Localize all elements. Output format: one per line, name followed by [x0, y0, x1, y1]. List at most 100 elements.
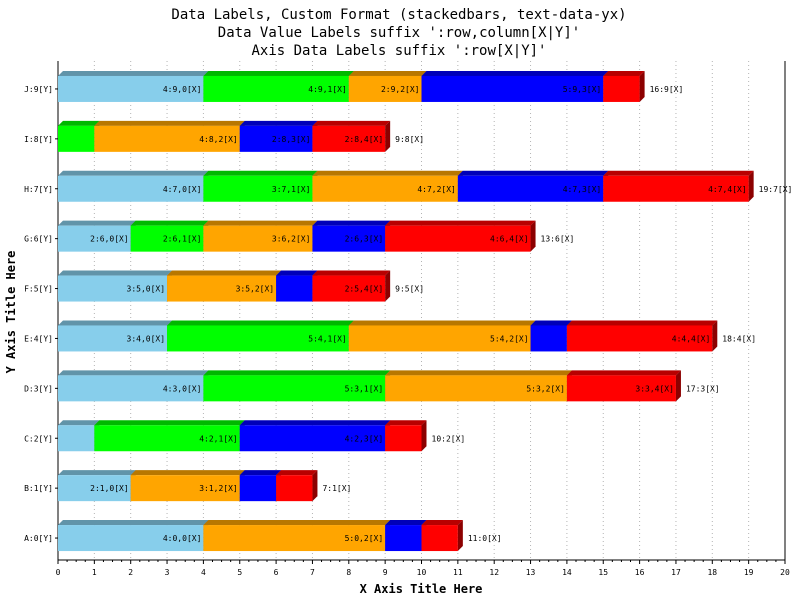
total-label: 11:0[X] [468, 534, 502, 543]
total-label: 19:7[X] [759, 185, 793, 194]
bar-segment [58, 425, 95, 452]
bar-segment-top [566, 320, 718, 326]
bar-segment [312, 275, 386, 302]
x-tick-label: 12 [489, 568, 499, 577]
x-tick-label: 6 [274, 568, 279, 577]
bar-segment [58, 475, 131, 502]
bar-segment [312, 175, 458, 202]
x-tick-label: 19 [744, 568, 754, 577]
bar-segment [130, 475, 240, 502]
bar-segment [385, 425, 422, 452]
data-value-label: 3:1,2[X] [199, 484, 238, 493]
bar-segment-top [312, 120, 391, 126]
y-tick-label: A:0[Y] [24, 534, 53, 543]
bar-segment [421, 525, 458, 552]
axes: 0 1 2 3 4 5 6 7 8 9 10 11 12 13 14 15 16 17 18 19 20A:0[Y]B:… [24, 61, 790, 577]
bar-segment-top [58, 270, 173, 276]
data-value-label: 5:9,3[X] [563, 85, 602, 94]
bar-segment [94, 125, 240, 152]
bar-segment [385, 525, 422, 552]
bar-segment [203, 225, 313, 252]
data-value-label: 5:3,1[X] [345, 384, 384, 393]
y-tick-label: F:5[Y] [24, 285, 53, 294]
data-value-label: 2:6,0[X] [90, 235, 129, 244]
x-tick-label: 16 [635, 568, 645, 577]
bar-segment-top [348, 70, 427, 76]
y-axis-title: Y Axis Title Here [4, 251, 18, 374]
bar-segment [58, 525, 204, 552]
bar-segment-top [203, 220, 318, 226]
bar-segment-top [421, 520, 463, 526]
bar-segment [603, 175, 749, 202]
bar-labels: 4:0,0[X] 5:0,2[X] 11:0[X] 2:1,0[X] 3:1,2[X] 7… [90, 85, 792, 543]
data-value-label: 5:4,2[X] [490, 334, 529, 343]
bar-segment-top [203, 70, 354, 76]
data-value-label: 4:7,2[X] [417, 185, 456, 194]
total-label: 17:3[X] [686, 384, 720, 393]
bar-segment [566, 375, 676, 402]
bar-segment [167, 275, 277, 302]
bar-segment-top [385, 370, 572, 376]
bar-segment [58, 275, 168, 302]
total-label: 7:1[X] [322, 484, 351, 493]
bar-segment-top [58, 120, 100, 126]
bar-segment [94, 425, 240, 452]
bar-segment-top [239, 420, 391, 426]
bar-segment [58, 75, 204, 102]
y-tick-label: H:7[Y] [24, 185, 53, 194]
bar-segment [130, 225, 204, 252]
bar-segment-side [748, 170, 754, 202]
data-value-label: 4:2,1[X] [199, 434, 238, 443]
x-tick-label: 5 [237, 568, 242, 577]
bar-segment-top [58, 420, 100, 426]
x-tick-label: 10 [417, 568, 427, 577]
bar-segment-top [276, 270, 318, 276]
bar-segment-top [58, 520, 209, 526]
data-value-label: 5:0,2[X] [345, 534, 384, 543]
data-value-label: 3:5,0[X] [127, 285, 166, 294]
x-tick-label: 14 [562, 568, 572, 577]
data-value-label: 4:8,2[X] [199, 135, 238, 144]
total-label: 18:4[X] [722, 334, 756, 343]
data-value-label: 4:2,3[X] [345, 434, 384, 443]
bar-segment-top [58, 370, 209, 376]
bar-segment-top [58, 70, 209, 76]
bar-segment [348, 75, 422, 102]
x-tick-label: 4 [201, 568, 206, 577]
chart-title-line-3: Axis Data Labels suffix ':row[X|Y]' [251, 43, 546, 59]
bar-segment-top [312, 170, 463, 176]
bar-segment [385, 225, 531, 252]
bar-segment-top [94, 120, 245, 126]
bar-segment [276, 275, 313, 302]
bar-segment-side [385, 270, 391, 302]
bar-segment-side [712, 320, 718, 352]
bar-segment [276, 475, 313, 502]
data-value-label: 4:7,4[X] [708, 185, 747, 194]
data-value-label: 3:4,0[X] [127, 334, 166, 343]
bar-segment-side [675, 370, 681, 402]
bar-segment-top [58, 470, 136, 476]
data-value-label: 4:9,1[X] [308, 85, 347, 94]
x-tick-label: 18 [707, 568, 717, 577]
total-label: 16:9[X] [650, 85, 684, 94]
data-value-label: 4:7,3[X] [563, 185, 602, 194]
bar-segment-top [203, 520, 391, 526]
bar-segment-top [421, 70, 609, 76]
x-tick-label: 13 [526, 568, 536, 577]
bar-segment-top [130, 470, 245, 476]
bar-segment-top [566, 370, 681, 376]
bar-segment-side [639, 70, 645, 102]
data-value-label: 2:6,1[X] [163, 235, 202, 244]
bar-segment-top [603, 70, 645, 76]
data-value-label: 4:3,0[X] [163, 384, 202, 393]
data-value-label: 5:4,1[X] [308, 334, 347, 343]
bar-segment [58, 175, 204, 202]
bar-segment-side [530, 220, 536, 252]
bar-segment-top [385, 520, 427, 526]
x-tick-label: 7 [310, 568, 315, 577]
x-tick-label: 2 [128, 568, 133, 577]
total-label: 9:5[X] [395, 285, 424, 294]
bar-segment-top [58, 220, 136, 226]
y-tick-label: C:2[Y] [24, 434, 53, 443]
